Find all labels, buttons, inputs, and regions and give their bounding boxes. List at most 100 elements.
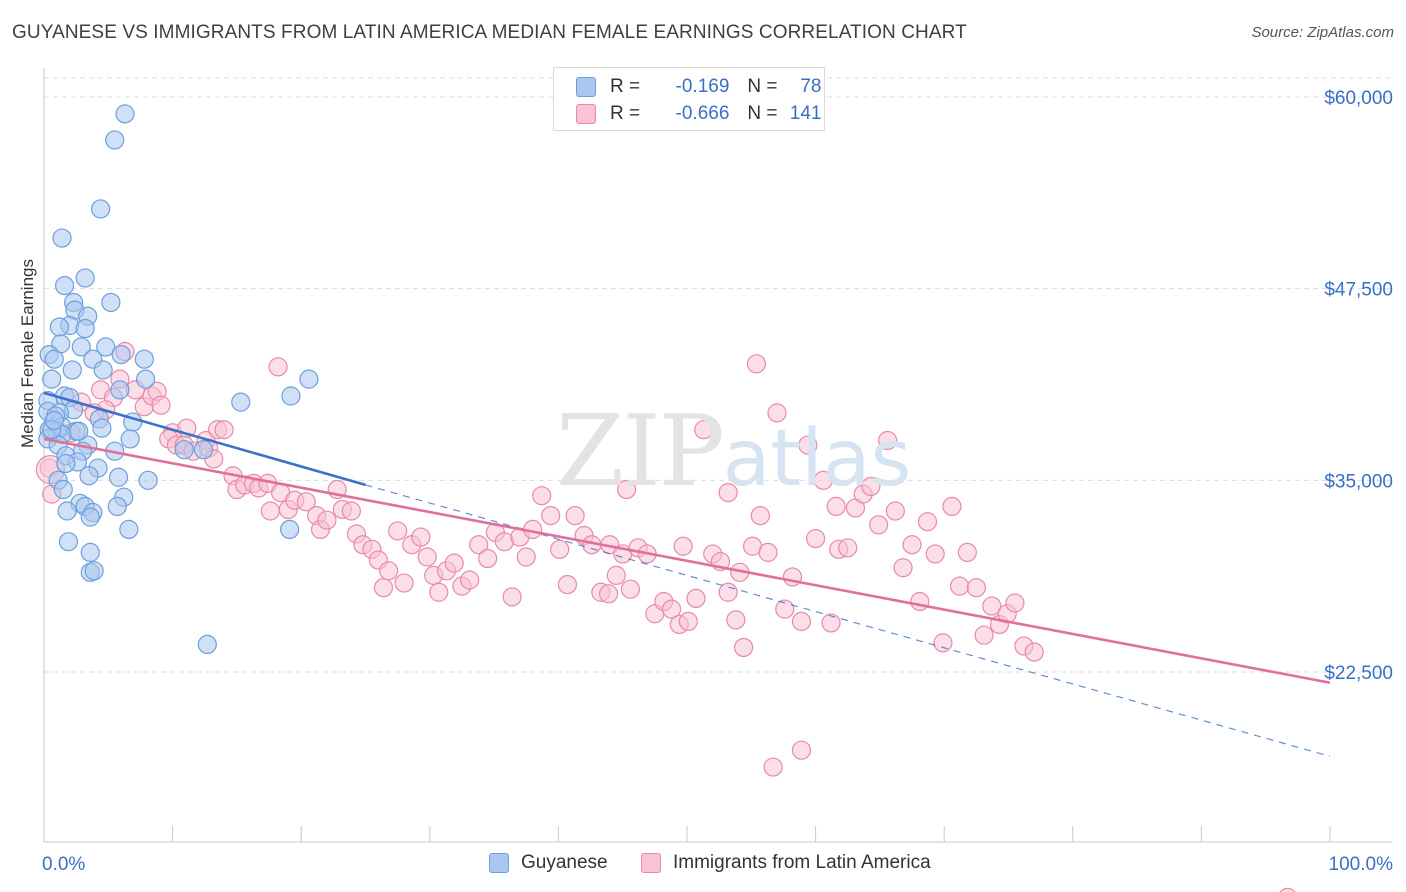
- y-tick-label: $22,500: [1324, 663, 1393, 684]
- y-axis-label: Median Female Earnings: [18, 259, 37, 448]
- data-point-guyanese: [107, 496, 127, 516]
- x-tick-label-max: 100.0%: [1329, 854, 1394, 875]
- data-point-guyanese: [134, 349, 154, 369]
- data-point-latin-america: [767, 403, 787, 423]
- data-point-latin-america: [516, 547, 536, 567]
- data-point-latin-america: [373, 578, 394, 598]
- data-point-latin-america: [982, 596, 1002, 616]
- data-point-latin-america: [268, 357, 288, 377]
- data-point-guyanese: [108, 467, 129, 487]
- data-point-latin-america: [821, 613, 841, 633]
- data-point-latin-america: [379, 561, 399, 581]
- data-point-guyanese: [197, 634, 217, 655]
- data-point-guyanese: [101, 292, 121, 313]
- data-point-latin-america: [813, 470, 833, 490]
- data-point-guyanese: [80, 542, 100, 563]
- legend-item-guyanese: Guyanese: [489, 852, 608, 874]
- data-point-latin-america: [885, 501, 905, 521]
- data-point-guyanese: [53, 479, 73, 500]
- source-credit: Source: ZipAtlas.com: [1251, 24, 1394, 41]
- legend-n-label: N =: [747, 76, 778, 97]
- data-point-latin-america: [758, 542, 778, 563]
- trend-lines: [43, 391, 1331, 757]
- data-point-latin-america: [460, 570, 480, 590]
- data-point-latin-america: [966, 578, 986, 598]
- data-point-latin-america: [878, 430, 898, 451]
- data-point-latin-america: [550, 539, 570, 559]
- data-point-latin-america: [620, 579, 641, 599]
- data-point-latin-america: [746, 354, 767, 374]
- data-point-latin-america: [260, 501, 280, 521]
- data-point-latin-america: [917, 512, 938, 532]
- data-point-guyanese: [110, 380, 130, 400]
- legend-row-guyanese: R = -0.169 N = 78: [576, 74, 822, 100]
- data-point-latin-america: [411, 527, 431, 547]
- trend-line-guyanese: [43, 391, 366, 487]
- data-point-guyanese: [49, 317, 70, 337]
- data-point-guyanese: [84, 561, 104, 581]
- data-point-latin-america: [532, 486, 552, 506]
- data-point-guyanese: [42, 369, 62, 389]
- data-point-latin-america: [317, 510, 337, 530]
- data-point-latin-america: [478, 548, 498, 569]
- data-point-latin-america: [750, 505, 770, 526]
- watermark-atlas: atlas: [722, 414, 912, 504]
- data-point-latin-america: [541, 505, 561, 526]
- data-point-guyanese: [58, 532, 79, 552]
- data-point-latin-america: [826, 496, 846, 516]
- data-point-latin-america: [686, 588, 706, 609]
- data-point-latin-america: [694, 420, 714, 440]
- data-point-guyanese: [115, 104, 135, 124]
- legend-swatch-latin-america: [576, 104, 596, 124]
- trend-line-guyanese-extension: [365, 484, 1331, 757]
- data-point-latin-america: [775, 599, 795, 619]
- data-point-latin-america: [942, 496, 962, 516]
- data-point-guyanese: [75, 268, 95, 288]
- data-point-latin-america: [661, 599, 682, 619]
- data-point-latin-america: [733, 637, 754, 658]
- legend-r-value: -0.666: [675, 103, 730, 124]
- data-point-guyanese: [120, 429, 140, 449]
- legend-n-value: 141: [789, 103, 822, 124]
- data-point-latin-america: [902, 535, 922, 555]
- legend-swatch-latin-america: [641, 853, 661, 873]
- data-point-latin-america: [678, 611, 698, 632]
- data-point-latin-america: [606, 565, 626, 586]
- y-tick-label: $47,500: [1324, 280, 1393, 301]
- data-point-guyanese: [56, 453, 76, 474]
- data-point-guyanese: [79, 466, 99, 486]
- data-point-guyanese: [231, 392, 251, 412]
- legend-n-value: 78: [800, 76, 822, 97]
- data-point-guyanese: [93, 360, 113, 380]
- data-point-guyanese: [299, 369, 319, 389]
- data-point-guyanese: [44, 349, 64, 369]
- data-point-guyanese: [111, 345, 131, 365]
- watermark: ZIPatlas: [556, 395, 911, 509]
- data-point-guyanese: [57, 501, 77, 521]
- data-point-latin-america: [910, 591, 930, 612]
- watermark-zip: ZIP: [556, 395, 725, 509]
- data-point-latin-america: [861, 476, 881, 497]
- x-tick-label-min: 0.0%: [42, 854, 85, 875]
- data-point-latin-america: [791, 740, 812, 760]
- data-point-guyanese: [96, 337, 116, 357]
- legend-item-latin-america: Immigrants from Latin America: [641, 852, 931, 874]
- data-point-latin-america: [718, 483, 738, 503]
- data-point-latin-america: [417, 547, 437, 567]
- correlation-legend: R = -0.169 N = 78 R = -0.666 N = 141: [553, 67, 825, 131]
- data-point-guyanese: [174, 440, 194, 460]
- data-point-latin-america: [616, 479, 637, 500]
- data-point-latin-america: [296, 492, 316, 512]
- data-point-guyanese: [62, 360, 82, 380]
- axes: [43, 68, 1392, 843]
- data-point-latin-america: [791, 611, 812, 632]
- legend-swatch-guyanese: [576, 77, 596, 97]
- gridlines: [44, 77, 1392, 673]
- legend-r-label: R =: [610, 103, 641, 124]
- data-point-guyanese: [52, 228, 72, 248]
- data-point-latin-america: [1279, 887, 1296, 892]
- data-point-latin-america: [974, 625, 994, 645]
- data-point-guyanese: [44, 410, 64, 431]
- data-point-latin-america: [869, 515, 889, 535]
